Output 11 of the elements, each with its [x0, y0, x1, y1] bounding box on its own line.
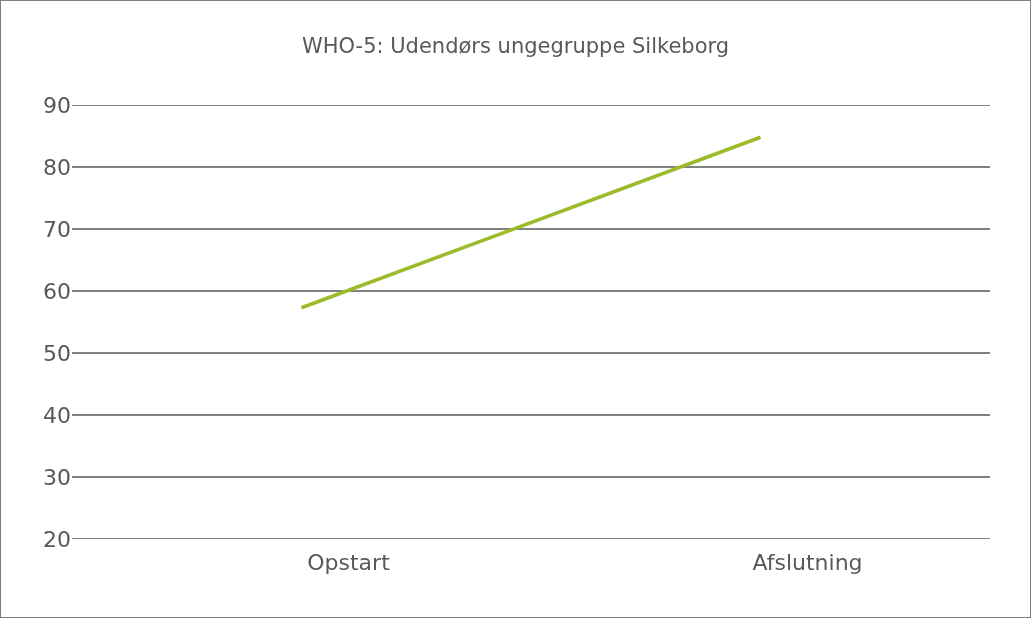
y-tick-label: 40 — [43, 402, 71, 428]
y-tick-label: 50 — [43, 340, 71, 366]
chart-title: WHO-5: Udendørs ungegruppe Silkeborg — [301, 34, 730, 59]
y-tick-label: 70 — [43, 216, 71, 242]
x-tick-label: Afslutning — [752, 550, 863, 575]
y-tick-label: 30 — [43, 464, 71, 490]
x-tick-label: Opstart — [307, 550, 391, 575]
y-tick-label: 60 — [43, 278, 71, 304]
y-tick-label: 90 — [43, 92, 71, 118]
y-tick-label: 80 — [43, 154, 71, 180]
y-tick-label: 20 — [43, 526, 71, 552]
